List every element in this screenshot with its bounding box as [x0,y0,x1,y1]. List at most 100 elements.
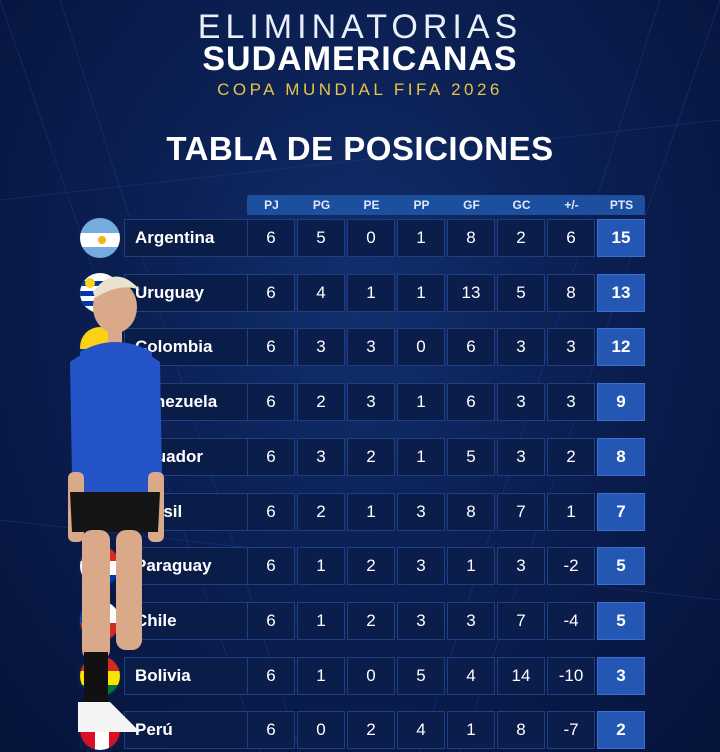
cell-diff: -7 [547,711,595,750]
team-name: Colombia [135,337,213,357]
cell-pe: 2 [347,601,395,640]
cell-gf: 13 [447,273,495,312]
cell-pg: 2 [297,383,345,422]
cell-gf: 6 [447,383,495,422]
team-name: Bolivia [135,665,191,685]
cell-pg: 5 [297,219,345,257]
argentina-flag-icon [78,216,122,260]
team-name: Paraguay [135,556,212,576]
col-pj: PJ [264,198,279,212]
col-gf: GF [463,198,480,212]
team-name: Chile [135,610,177,630]
cell-pts: 9 [597,383,645,422]
cell-pe: 2 [347,711,395,750]
cell-pg: 4 [297,273,345,312]
cell-gc: 8 [497,711,545,750]
cell-pts: 2 [597,711,645,750]
cell-pts: 15 [597,219,645,257]
cell-pj: 6 [247,547,295,586]
col-pp: PP [413,198,430,212]
cell-pts: 7 [597,492,645,531]
cell-pp: 1 [397,383,445,422]
cell-pp: 1 [397,273,445,312]
table-row: Paraguay 6 1 2 3 1 3 -2 5 [78,544,645,589]
cell-pe: 0 [347,656,395,695]
cell-pg: 1 [297,547,345,586]
cell-diff: 8 [547,273,595,312]
cell-diff: -2 [547,547,595,586]
cell-gf: 8 [447,492,495,531]
cell-pp: 3 [397,601,445,640]
col-gc: GC [512,198,531,212]
cell-pe: 3 [347,328,395,367]
team-name: Argentina [135,228,215,247]
cell-gc: 7 [497,492,545,531]
cell-diff: -4 [547,601,595,640]
cell-gf: 1 [447,711,495,750]
cell-gc: 3 [497,328,545,367]
col-pe: PE [363,198,380,212]
cell-pts: 12 [597,328,645,367]
cell-pj: 6 [247,601,295,640]
cell-pts: 3 [597,656,645,695]
col-pts: PTS [609,198,634,212]
cell-gc: 5 [497,273,545,312]
cell-gf: 5 [447,437,495,476]
cell-gf: 1 [447,547,495,586]
cell-pj: 6 [247,656,295,695]
cell-pts: 8 [597,437,645,476]
cell-diff: -10 [547,656,595,695]
column-header-row: PJ PG PE PP GF GC +/- PTS [247,195,645,215]
cell-gf: 6 [447,328,495,367]
cell-gc: 7 [497,601,545,640]
cell-pj: 6 [247,273,295,312]
header-subtitle: COPA MUNDIAL FIFA 2026 [217,80,503,99]
header-line1: ELIMINATORIAS [197,8,523,46]
cell-gf: 4 [447,656,495,695]
cell-diff: 2 [547,437,595,476]
cell-pg: 0 [297,711,345,750]
header-line2: SUDAMERICANAS [202,40,518,78]
cell-pe: 2 [347,437,395,476]
cell-pe: 2 [347,547,395,586]
cell-pp: 3 [397,492,445,531]
cell-gc: 3 [497,437,545,476]
cell-pp: 3 [397,547,445,586]
cell-pg: 1 [297,656,345,695]
cell-gc: 3 [497,547,545,586]
cell-pp: 1 [397,219,445,257]
cell-diff: 3 [547,328,595,367]
cell-pg: 3 [297,328,345,367]
cell-gf: 3 [447,601,495,640]
cell-pe: 3 [347,383,395,422]
cell-gc: 3 [497,383,545,422]
cell-diff: 1 [547,492,595,531]
table-row: Perú 6 0 2 4 1 8 -7 2 [78,708,645,752]
cell-gf: 8 [447,219,495,257]
cell-pj: 6 [247,219,295,257]
cell-pj: 6 [247,328,295,367]
cell-pts: 13 [597,273,645,312]
cell-diff: 6 [547,219,595,257]
cell-pe: 0 [347,219,395,257]
cell-pg: 1 [297,601,345,640]
table-row: Colombia 6 3 3 0 6 3 3 12 [78,325,645,370]
team-name: Uruguay [135,282,204,302]
cell-pg: 2 [297,492,345,531]
cell-pj: 6 [247,711,295,750]
cell-pp: 1 [397,437,445,476]
cell-gc: 2 [497,219,545,257]
cell-pg: 3 [297,437,345,476]
col-pg: PG [312,198,331,212]
cell-gc: 14 [497,656,545,695]
cell-diff: 3 [547,383,595,422]
cell-pts: 5 [597,601,645,640]
cell-pj: 6 [247,437,295,476]
cell-pts: 5 [597,547,645,586]
team-name: Perú [135,720,173,740]
cell-pp: 4 [397,711,445,750]
team-cell: Paraguay [124,547,284,586]
table-row: Argentina 6 5 0 1 8 2 6 15 [78,216,645,260]
player-photo [68,276,164,732]
table-title: TABLA DE POSICIONES [166,130,554,167]
